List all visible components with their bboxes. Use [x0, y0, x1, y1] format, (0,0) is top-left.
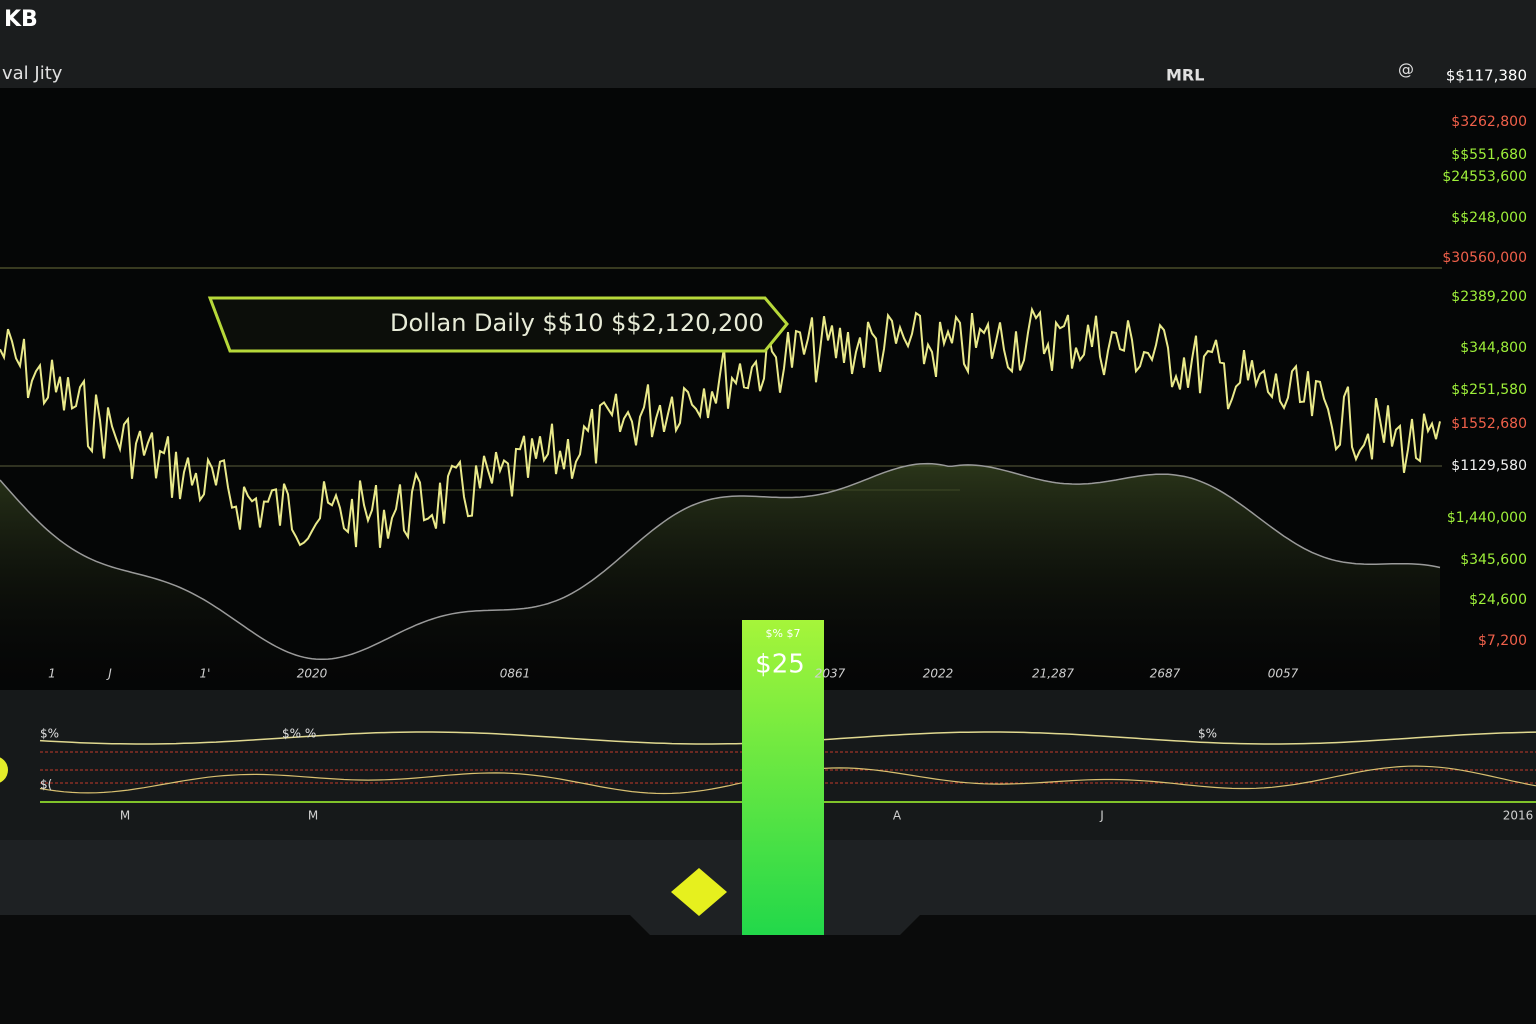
time-label: 2037: [815, 667, 846, 681]
panel-label: $%: [1198, 727, 1217, 741]
panel-label: $(: [40, 778, 52, 792]
diamond-button[interactable]: [671, 868, 727, 916]
price-label: $344,800: [1460, 340, 1527, 356]
panel-time-label: 2016: [1503, 809, 1534, 823]
volume-top: $% $7: [766, 627, 801, 640]
panel-time-label: M: [120, 809, 130, 823]
time-label: J: [106, 667, 112, 681]
price-label: $1,440,000: [1447, 510, 1527, 526]
icon[interactable]: @: [1398, 60, 1414, 79]
panel-time-label: A: [893, 809, 902, 823]
price-label: $1129,580: [1451, 458, 1527, 474]
top-bar: [0, 0, 1536, 88]
time-label: 21,287: [1032, 667, 1074, 681]
panel-label: $%: [40, 727, 59, 741]
price-label: $3262,800: [1451, 114, 1527, 130]
time-label: 1: [48, 667, 56, 681]
price-label: $30560,000: [1442, 250, 1527, 266]
header-price: $$117,380: [1446, 67, 1527, 85]
price-label: $24,600: [1469, 592, 1527, 608]
time-label: 2022: [923, 667, 954, 681]
title: val Jity: [2, 63, 63, 84]
callout-text: Dollan Daily $$10 $$2,120,200: [390, 309, 764, 337]
volume-bar[interactable]: [742, 620, 824, 935]
time-label: 1': [200, 667, 211, 681]
price-label: $$251,580: [1451, 382, 1527, 398]
panel-label: $% %: [282, 727, 316, 741]
panel-time-label: J: [1099, 809, 1104, 823]
price-label: $7,200: [1478, 633, 1527, 649]
shadow-line: [0, 462, 1441, 661]
price-lines: [0, 306, 1441, 690]
price-label: $2389,200: [1451, 289, 1527, 305]
price-label: $24553,600: [1442, 169, 1527, 185]
side-indicator: [0, 757, 8, 783]
price-label: $345,600: [1460, 552, 1527, 568]
panel-time-label: M: [308, 809, 318, 823]
area-fill: [0, 463, 1440, 690]
time-label: 2020: [297, 667, 328, 681]
time-label: 0861: [500, 667, 531, 681]
time-label: 0057: [1268, 667, 1299, 681]
price-label: $$248,000: [1451, 210, 1527, 226]
price-label: $1552,680: [1451, 416, 1527, 432]
callout: Dollan Daily $$10 $$2,120,200: [207, 296, 789, 353]
volume-value: $25: [755, 650, 805, 680]
price-line: [0, 306, 1441, 548]
time-label: 2687: [1150, 667, 1181, 681]
price-label: $$551,680: [1451, 147, 1527, 163]
logo: KB: [4, 7, 38, 32]
symbol: MRL: [1166, 66, 1204, 85]
